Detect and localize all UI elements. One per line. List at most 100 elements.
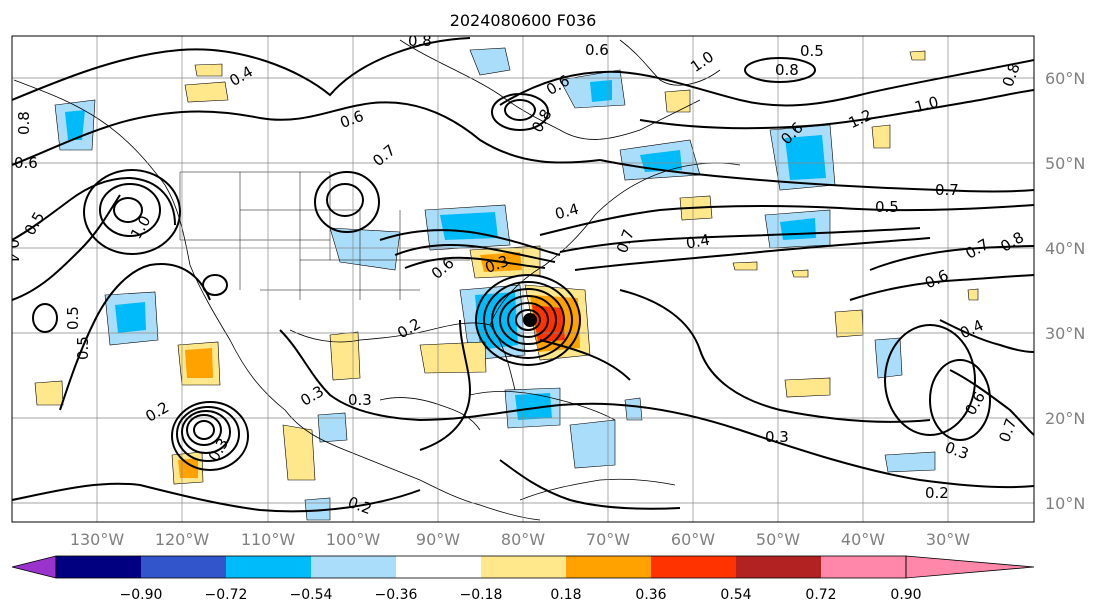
positive-anomaly-patch xyxy=(194,63,223,77)
negative-anomaly-patch xyxy=(884,451,936,473)
contour-lines xyxy=(12,37,1034,513)
lon-label: 70°W xyxy=(586,530,630,549)
contour-closed-low xyxy=(181,410,231,454)
negative-anomaly-patch xyxy=(304,497,331,521)
contour-closed-high xyxy=(504,99,536,121)
positive-anomaly-patch xyxy=(664,89,691,113)
colorbar-tick: 0.36 xyxy=(635,587,666,603)
lat-label: 40°N xyxy=(1045,239,1085,258)
negative-anomaly-patch xyxy=(624,397,643,421)
positive-anomaly-patch xyxy=(871,124,891,149)
lat-label: 10°N xyxy=(1045,494,1085,513)
colorbar-tick: 0.54 xyxy=(720,587,751,603)
contour-label: 0.3 xyxy=(765,428,789,446)
gulf-coastline xyxy=(289,322,516,391)
negative-anomaly-patch xyxy=(590,80,612,102)
colorbar-segment xyxy=(226,556,311,578)
positive-anomaly-patch xyxy=(967,288,979,301)
cuba-coastline xyxy=(469,391,616,421)
contour-line xyxy=(379,229,561,256)
positive-anomaly-patch xyxy=(732,261,758,271)
contour-label: 0.5 xyxy=(875,198,899,216)
contour-line xyxy=(12,101,601,166)
contour-closed-high xyxy=(929,359,991,441)
lon-label: 30°W xyxy=(926,530,970,549)
lon-label: 100°W xyxy=(326,530,381,549)
lon-label: 110°W xyxy=(241,530,296,549)
positive-anomaly-patch xyxy=(178,458,198,478)
contour-line xyxy=(869,245,1034,271)
negative-anomaly-patch xyxy=(640,150,682,172)
colorbar-tick: 0.18 xyxy=(550,587,581,603)
contour-closed-high xyxy=(113,197,143,223)
contour-closed-low xyxy=(507,302,549,338)
colorbar: −0.90 −0.72 −0.54 −0.36 −0.18 0.18 0.36 … xyxy=(11,555,1035,603)
contour-line xyxy=(419,319,472,451)
negative-anomaly-patch xyxy=(785,135,826,180)
contour-closed-low xyxy=(186,414,222,446)
contour-line xyxy=(12,194,121,301)
contour-line xyxy=(499,59,1034,107)
map-panel: 0.8 0.6 1.0 0.5 0.8 0.4 0.6 0.8 1.2 1.0 … xyxy=(4,32,1034,522)
colorbar-outline xyxy=(55,555,907,579)
contour-label: 0.4 xyxy=(4,239,22,263)
contour-closed-low xyxy=(499,295,557,345)
storm-center-marker xyxy=(523,313,537,327)
contour-closed-high xyxy=(202,274,228,296)
negative-anomaly-patch xyxy=(440,212,498,240)
contour-line xyxy=(499,459,681,510)
contour-line xyxy=(574,237,931,271)
lon-label: 120°W xyxy=(155,530,210,549)
colorbar-segment xyxy=(311,556,396,578)
contour-line xyxy=(619,289,931,423)
colorbar-tick: 0.72 xyxy=(805,587,836,603)
colorbar-tick: 0.90 xyxy=(890,587,921,603)
chart-title: 2024080600 F036 xyxy=(450,11,597,30)
negative-anomaly-patch xyxy=(115,302,146,333)
contour-line xyxy=(12,37,471,101)
contour-closed-high xyxy=(32,303,58,333)
contour-label: 0.6 xyxy=(585,41,609,59)
lon-label: 60°W xyxy=(671,530,715,549)
map-frame xyxy=(11,35,1035,523)
colorbar-tick: −0.90 xyxy=(120,587,163,603)
colorbar-extend-low xyxy=(11,555,57,579)
positive-anomaly-patch xyxy=(282,424,316,481)
contour-closed-low xyxy=(475,274,581,366)
contour-label: 0.3 xyxy=(348,391,372,409)
graticule xyxy=(12,36,1034,522)
contour-closed-high xyxy=(83,169,181,255)
latitude-labels: 60°N 50°N 40°N 30°N 20°N 10°N xyxy=(1045,69,1085,513)
contour-closed-low xyxy=(491,288,565,352)
contour-closed-low xyxy=(483,281,573,359)
north-america-coastline xyxy=(13,79,541,521)
lon-label: 130°W xyxy=(70,530,125,549)
contour-line xyxy=(639,89,1034,130)
yucatan-coastline xyxy=(379,397,481,431)
positive-anomaly-patch xyxy=(419,341,487,374)
lat-label: 50°N xyxy=(1045,154,1085,173)
contour-line xyxy=(539,204,1034,236)
contour-line xyxy=(12,176,176,241)
negative-anomaly-patch xyxy=(569,419,616,469)
contour-line xyxy=(404,256,546,269)
positive-anomaly-patch xyxy=(184,81,229,103)
contour-closed-low xyxy=(171,401,249,471)
colorbar-tick: −0.18 xyxy=(460,587,503,603)
lat-label: 30°N xyxy=(1045,324,1085,343)
lon-label: 80°W xyxy=(501,530,545,549)
colorbar-segment xyxy=(651,556,736,578)
contour-label: 0.8 xyxy=(408,32,432,50)
contour-line xyxy=(59,263,211,411)
contour-line xyxy=(12,482,421,513)
lon-label: 40°W xyxy=(841,530,885,549)
positive-anomaly-patch xyxy=(909,50,926,61)
contour-closed-high xyxy=(326,183,364,217)
greenland-coastline xyxy=(619,39,721,86)
contour-closed-low xyxy=(193,420,215,440)
lat-label: 20°N xyxy=(1045,409,1085,428)
contour-line xyxy=(939,319,1034,353)
colorbar-segment xyxy=(396,556,481,578)
colorbar-segment xyxy=(56,556,141,578)
contour-closed-low xyxy=(515,309,541,331)
